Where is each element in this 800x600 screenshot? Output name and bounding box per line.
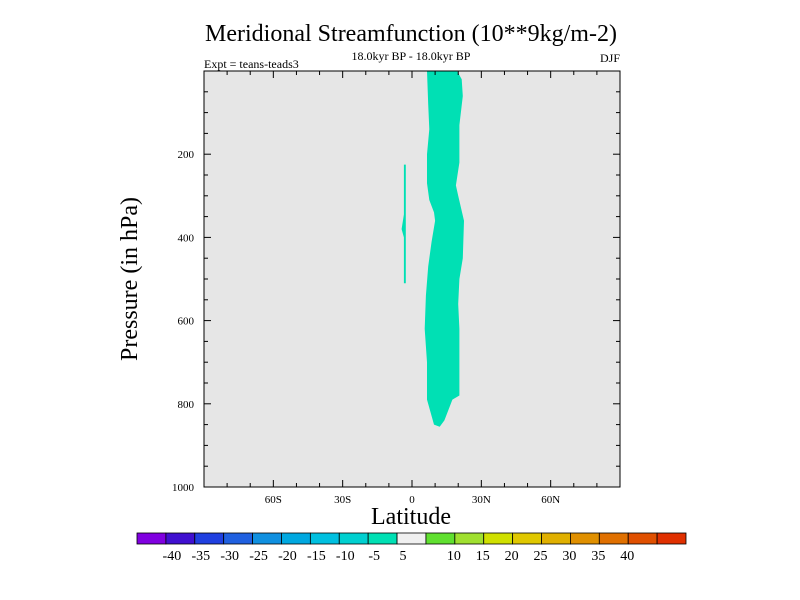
- colorbar-label: 40: [620, 549, 634, 564]
- colorbar-box: [656, 532, 687, 545]
- contour-region-small-sliver: [401, 164, 406, 284]
- colorbar-box: [338, 532, 369, 545]
- colorbar-box: [425, 532, 456, 545]
- colorbar-box: [252, 532, 282, 545]
- colorbar-box: [136, 532, 167, 545]
- colorbar-label: 5: [400, 549, 407, 564]
- y-tick-label: 800: [178, 399, 195, 411]
- x-tick-label: 30N: [472, 494, 491, 506]
- colorbar-box: [570, 532, 600, 545]
- colorbar-box: [627, 532, 658, 545]
- y-axis-label: Pressure (in hPa): [117, 197, 143, 361]
- y-tick-label: 600: [178, 316, 195, 328]
- y-tick-label: 200: [178, 149, 195, 161]
- colorbar: -40 -35 -30 -25 -20 -15 -10 -5 5 10 15 20 25 30 35 40: [136, 532, 687, 564]
- x-tick-label: 30S: [334, 494, 351, 506]
- colorbar-label: 20: [505, 549, 519, 564]
- colorbar-box: [483, 532, 514, 545]
- contour-region-main-band: [424, 71, 464, 427]
- colorbar-label: -10: [336, 549, 355, 564]
- chart-title: Meridional Streamfunction (10**9kg/m-2): [205, 21, 617, 47]
- colorbar-label: -20: [278, 549, 297, 564]
- colorbar-label: -5: [368, 549, 380, 564]
- season-label: DJF: [600, 51, 620, 65]
- colorbar-label: 30: [562, 549, 576, 564]
- colorbar-box: [454, 532, 485, 545]
- colorbar-box: [309, 532, 340, 545]
- colorbar-label: 10: [447, 549, 461, 564]
- colorbar-box: [598, 532, 629, 545]
- colorbar-label: -15: [307, 549, 326, 564]
- experiment-label: Expt = teans-teads3: [204, 57, 299, 71]
- plot-background: [204, 71, 620, 487]
- axis-ticks: 60S 30S 0 30N 60N 200 400 600 800 1000: [172, 71, 620, 506]
- colorbar-label: 35: [591, 549, 605, 564]
- x-axis-label: Latitude: [371, 504, 451, 530]
- colorbar-label: -30: [220, 549, 239, 564]
- colorbar-box: [194, 532, 225, 545]
- colorbar-box: [281, 532, 311, 545]
- y-tick-label: 1000: [172, 482, 195, 494]
- colorbar-label: 15: [476, 549, 490, 564]
- colorbar-box: [165, 532, 196, 545]
- colorbar-label: -25: [249, 549, 268, 564]
- contour-regions: [401, 71, 464, 427]
- y-tick-label: 400: [178, 232, 195, 244]
- chart-subtitle: 18.0kyr BP - 18.0kyr BP: [352, 49, 471, 63]
- x-tick-label: 60S: [265, 494, 282, 506]
- colorbar-box: [223, 532, 253, 545]
- colorbar-box: [541, 532, 571, 545]
- colorbar-label: -35: [191, 549, 210, 564]
- colorbar-box: [396, 532, 427, 545]
- x-tick-label: 0: [409, 494, 415, 506]
- colorbar-label: 25: [534, 549, 548, 564]
- colorbar-label: -40: [163, 549, 182, 564]
- colorbar-box: [367, 532, 398, 545]
- x-tick-label: 60N: [541, 494, 560, 506]
- colorbar-box: [512, 532, 542, 545]
